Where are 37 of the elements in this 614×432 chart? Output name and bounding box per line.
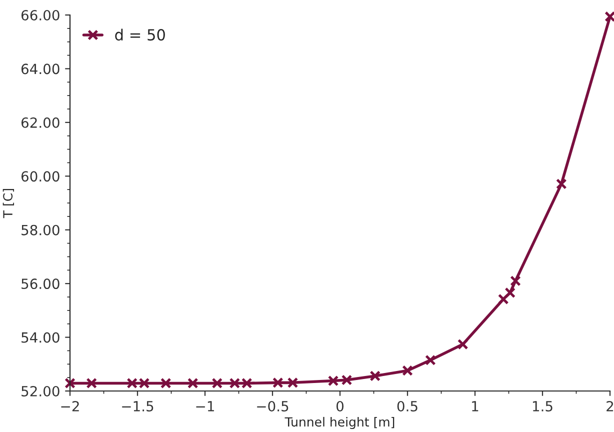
y-tick-label: 52.00	[22, 386, 60, 396]
point	[457, 338, 468, 350]
point	[64, 378, 76, 389]
y-axis-title: T [C]	[2, 189, 14, 218]
y-tick-label: 64.00	[21, 64, 60, 74]
point	[160, 378, 172, 389]
x-tick-label: 2	[606, 400, 614, 412]
y-tick-label: 62.00	[21, 117, 60, 128]
point	[425, 354, 436, 366]
y-tick-label: 66.00	[21, 10, 60, 20]
y-tick-label: 60.00	[21, 171, 60, 182]
point	[272, 377, 284, 388]
x-tick-label: −2	[61, 400, 79, 412]
point	[370, 370, 381, 382]
point	[556, 178, 567, 190]
x-axis-title: Tunnel height [m]	[284, 416, 394, 430]
y-tick-label: 58.00	[22, 224, 60, 236]
point	[402, 365, 413, 376]
y-tick-label: 54.00	[22, 332, 60, 343]
point	[86, 378, 98, 389]
x-tick-label: −0.5	[257, 400, 288, 412]
point	[510, 275, 521, 286]
x-tick-label: −1	[196, 401, 214, 412]
point	[287, 377, 298, 388]
x-tick-label: −1.5	[122, 401, 154, 412]
point	[504, 287, 516, 298]
x-tick-label: 1	[472, 401, 478, 412]
point	[498, 294, 509, 305]
x-tick-label: 0.5	[397, 400, 418, 412]
point	[187, 378, 198, 389]
point	[212, 378, 223, 389]
point	[328, 375, 339, 386]
y-tick-label: 56.00	[22, 278, 60, 290]
x-tick-label: 0	[336, 400, 344, 412]
legend-label: d = 50	[115, 28, 165, 41]
point	[341, 374, 352, 386]
x-tick-label: 1.5	[532, 401, 552, 412]
